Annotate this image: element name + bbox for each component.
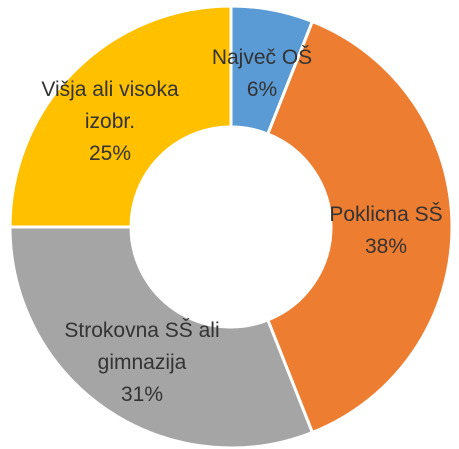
value-label: 25%	[88, 142, 132, 165]
data-label: Strokovna SŠ ali gimnazija 31%	[62, 315, 222, 411]
value-label: 38%	[364, 235, 408, 258]
value-label: 31%	[120, 383, 164, 406]
category-label: Višja ali visoka izobr.	[41, 78, 179, 133]
data-label: Poklicna SŠ 38%	[311, 199, 459, 263]
data-label: Največ OŠ 6%	[197, 42, 327, 106]
donut-segment	[8, 225, 315, 449]
donut-segment	[265, 19, 454, 435]
category-label: Največ OŠ	[211, 46, 313, 69]
category-label: Poklicna SŠ	[329, 203, 443, 226]
data-label: Višja ali visoka izobr. 25%	[35, 74, 185, 170]
donut-segment	[8, 4, 233, 229]
value-label: 6%	[246, 78, 278, 101]
category-label: Strokovna SŠ ali gimnazija	[64, 319, 220, 374]
